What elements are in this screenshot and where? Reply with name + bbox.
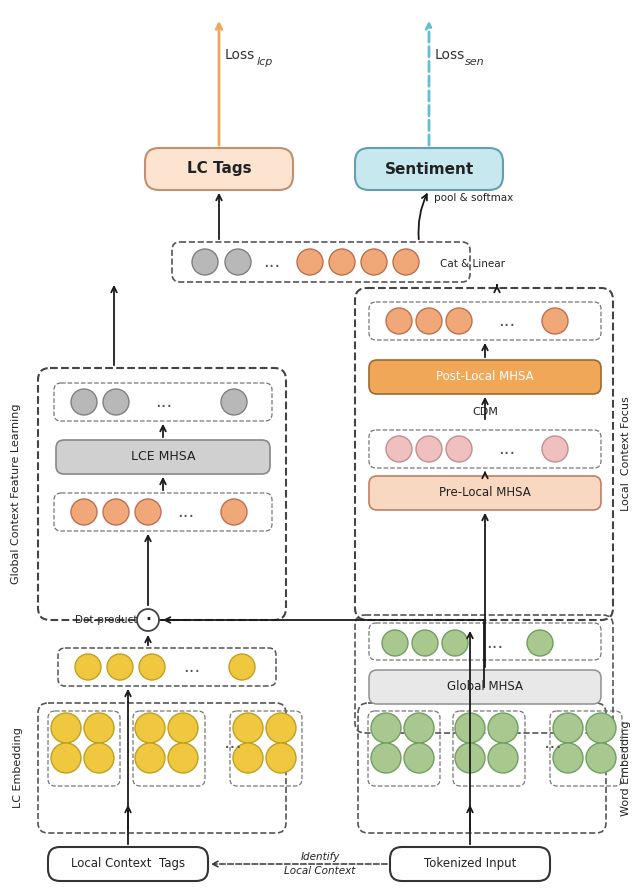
Circle shape <box>404 713 434 743</box>
Text: ...: ... <box>486 634 504 652</box>
Circle shape <box>488 743 518 773</box>
Circle shape <box>527 630 553 656</box>
Text: Word Embedding: Word Embedding <box>621 720 631 816</box>
Circle shape <box>51 743 81 773</box>
FancyBboxPatch shape <box>355 148 503 190</box>
Text: ...: ... <box>543 733 563 753</box>
Circle shape <box>393 249 419 275</box>
Circle shape <box>266 743 296 773</box>
Circle shape <box>103 499 129 525</box>
Text: ·: · <box>144 608 152 632</box>
Text: ...: ... <box>499 312 516 330</box>
Circle shape <box>412 630 438 656</box>
Text: ...: ... <box>223 733 243 753</box>
Circle shape <box>135 743 165 773</box>
Circle shape <box>221 389 247 415</box>
Text: LCE MHSA: LCE MHSA <box>131 450 195 464</box>
Text: Local  Context Focus: Local Context Focus <box>621 397 631 511</box>
Circle shape <box>416 436 442 462</box>
Circle shape <box>446 436 472 462</box>
Circle shape <box>233 713 263 743</box>
Circle shape <box>382 630 408 656</box>
Circle shape <box>229 654 255 680</box>
Text: Dot-product: Dot-product <box>75 615 137 625</box>
Circle shape <box>75 654 101 680</box>
Circle shape <box>135 713 165 743</box>
Circle shape <box>442 630 468 656</box>
Text: CDM: CDM <box>472 407 498 417</box>
Text: Local Context: Local Context <box>284 866 356 876</box>
Circle shape <box>51 713 81 743</box>
Circle shape <box>455 713 485 743</box>
FancyBboxPatch shape <box>369 476 601 510</box>
Text: Tokenized Input: Tokenized Input <box>424 857 516 871</box>
Circle shape <box>404 743 434 773</box>
Circle shape <box>84 713 114 743</box>
Text: ...: ... <box>177 503 195 521</box>
Circle shape <box>168 713 198 743</box>
Text: Cat & Linear: Cat & Linear <box>440 259 505 269</box>
Text: Sentiment: Sentiment <box>385 161 474 177</box>
Circle shape <box>416 308 442 334</box>
Circle shape <box>225 249 251 275</box>
Circle shape <box>103 389 129 415</box>
Circle shape <box>71 389 97 415</box>
Circle shape <box>266 713 296 743</box>
Circle shape <box>553 713 583 743</box>
FancyBboxPatch shape <box>390 847 550 881</box>
Text: pool & softmax: pool & softmax <box>434 193 513 203</box>
Circle shape <box>455 743 485 773</box>
Text: ...: ... <box>156 393 173 411</box>
FancyBboxPatch shape <box>145 148 293 190</box>
Circle shape <box>139 654 165 680</box>
Circle shape <box>386 308 412 334</box>
Text: Local Context  Tags: Local Context Tags <box>71 857 185 871</box>
Circle shape <box>135 499 161 525</box>
Circle shape <box>553 743 583 773</box>
Text: Post-Local MHSA: Post-Local MHSA <box>436 370 534 384</box>
FancyBboxPatch shape <box>369 670 601 704</box>
Circle shape <box>221 499 247 525</box>
Circle shape <box>297 249 323 275</box>
Circle shape <box>586 713 616 743</box>
Circle shape <box>233 743 263 773</box>
Circle shape <box>386 436 412 462</box>
Circle shape <box>371 743 401 773</box>
Text: lcp: lcp <box>257 57 273 67</box>
Text: Identify: Identify <box>300 852 340 862</box>
Circle shape <box>84 743 114 773</box>
Circle shape <box>586 743 616 773</box>
Circle shape <box>361 249 387 275</box>
Circle shape <box>542 308 568 334</box>
Text: ...: ... <box>184 658 200 676</box>
Circle shape <box>446 308 472 334</box>
Circle shape <box>371 713 401 743</box>
Circle shape <box>488 713 518 743</box>
FancyBboxPatch shape <box>56 440 270 474</box>
Text: LC Tags: LC Tags <box>187 161 252 177</box>
FancyBboxPatch shape <box>48 847 208 881</box>
Circle shape <box>71 499 97 525</box>
FancyBboxPatch shape <box>369 360 601 394</box>
Text: LC Embedding: LC Embedding <box>13 728 23 808</box>
Text: ...: ... <box>264 253 280 271</box>
Text: Loss: Loss <box>435 48 465 62</box>
Text: Global MHSA: Global MHSA <box>447 681 523 693</box>
Circle shape <box>542 436 568 462</box>
Circle shape <box>329 249 355 275</box>
Circle shape <box>107 654 133 680</box>
Text: Global Context Feature Learning: Global Context Feature Learning <box>11 404 21 584</box>
Circle shape <box>137 609 159 631</box>
Text: sen: sen <box>465 57 484 67</box>
Text: Loss: Loss <box>225 48 255 62</box>
Circle shape <box>168 743 198 773</box>
Circle shape <box>192 249 218 275</box>
Text: Pre-Local MHSA: Pre-Local MHSA <box>439 486 531 500</box>
Text: ...: ... <box>499 440 516 458</box>
